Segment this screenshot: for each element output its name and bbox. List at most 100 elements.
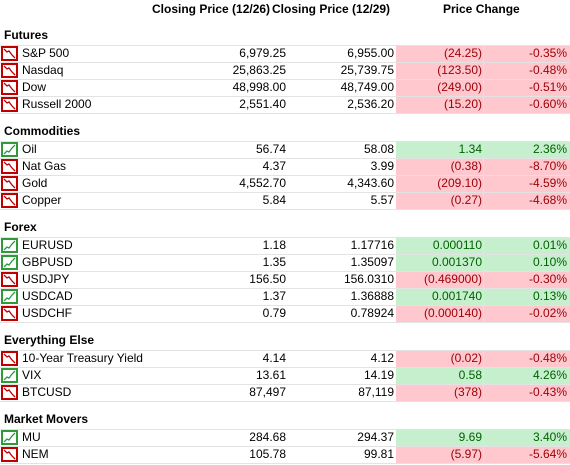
close2: 87,119 <box>358 385 394 399</box>
close1: 5.84 <box>262 193 286 207</box>
col-line <box>483 288 484 305</box>
col1-header: Closing Price (12/26) <box>152 2 271 16</box>
icon-graphic <box>1 176 18 191</box>
change: (24.25) <box>443 46 482 60</box>
col-line <box>483 429 484 446</box>
close1: 13.61 <box>255 368 286 382</box>
col2-header: Closing Price (12/29) <box>272 2 391 16</box>
col-line <box>483 350 484 367</box>
change: (0.469000) <box>423 272 482 286</box>
pct: -4.59% <box>528 176 567 190</box>
close2: 2,536.20 <box>347 97 394 111</box>
pct: -0.30% <box>528 272 567 286</box>
change: (0.27) <box>450 193 482 207</box>
close1: 2,551.40 <box>239 97 286 111</box>
close1: 156.50 <box>249 272 286 286</box>
close1: 48,998.00 <box>232 80 286 94</box>
pct: 0.01% <box>532 238 567 252</box>
close2: 5.57 <box>370 193 394 207</box>
change: 0.001740 <box>431 289 482 303</box>
pct: -0.51% <box>528 80 567 94</box>
name: VIX <box>22 368 42 382</box>
row-line <box>0 192 570 193</box>
name: USDCHF <box>22 306 72 320</box>
icon-graphic <box>1 255 18 270</box>
name: Oil <box>22 142 37 156</box>
close2: 0.78924 <box>350 306 394 320</box>
icon-graphic <box>1 238 18 253</box>
trend-icon <box>1 176 18 191</box>
icon-graphic <box>1 385 18 400</box>
row-line <box>0 305 570 306</box>
close2: 4.12 <box>370 351 394 365</box>
close1: 105.78 <box>249 447 286 461</box>
col-line <box>483 175 484 192</box>
change: 0.001370 <box>431 255 482 269</box>
pct: 0.13% <box>532 289 567 303</box>
row-line <box>0 350 570 351</box>
icon-graphic <box>1 272 18 287</box>
section-title: Everything Else <box>4 333 95 347</box>
trend-icon <box>1 306 18 321</box>
close1: 0.79 <box>262 306 286 320</box>
row-line <box>0 158 570 159</box>
row-line <box>0 322 570 323</box>
col-line <box>483 141 484 158</box>
close1: 4.14 <box>262 351 286 365</box>
icon-graphic <box>1 46 18 61</box>
trend-icon <box>1 385 18 400</box>
trend-icon <box>1 289 18 304</box>
row-line <box>0 45 570 46</box>
name: S&P 500 <box>22 46 70 60</box>
section-title: Market Movers <box>4 412 89 426</box>
name: USDJPY <box>22 272 70 286</box>
pct: -0.48% <box>528 63 567 77</box>
change: (15.20) <box>443 97 482 111</box>
trend-icon <box>1 63 18 78</box>
name: BTCUSD <box>22 385 72 399</box>
pct: -0.48% <box>528 351 567 365</box>
name: MU <box>22 430 41 444</box>
pct: 0.10% <box>532 255 567 269</box>
close2: 6,955.00 <box>347 46 394 60</box>
row-line <box>0 209 570 210</box>
section-title: Commodities <box>4 124 81 138</box>
name: Nasdaq <box>22 63 64 77</box>
change: (0.000140) <box>423 306 482 320</box>
pct: -5.64% <box>528 447 567 461</box>
change: 9.69 <box>458 430 482 444</box>
icon-graphic <box>1 351 18 366</box>
name: Russell 2000 <box>22 97 92 111</box>
change: (249.00) <box>437 80 482 94</box>
close2: 25,739.75 <box>340 63 394 77</box>
col-line <box>483 62 484 79</box>
row-line <box>0 237 570 238</box>
close1: 87,497 <box>249 385 286 399</box>
pct: -0.43% <box>528 385 567 399</box>
row-line <box>0 463 570 464</box>
trend-icon <box>1 97 18 112</box>
close1: 284.68 <box>249 430 286 444</box>
trend-icon <box>1 142 18 157</box>
col-line <box>483 305 484 322</box>
trend-icon <box>1 430 18 445</box>
close1: 4,552.70 <box>239 176 286 190</box>
change: (5.97) <box>450 447 482 461</box>
close2: 14.19 <box>363 368 394 382</box>
change: (0.38) <box>450 159 482 173</box>
row-line <box>0 113 570 114</box>
trend-icon <box>1 447 18 462</box>
row-line <box>0 429 570 430</box>
name: Copper <box>22 193 62 207</box>
name: NEM <box>22 447 49 461</box>
row-line <box>0 446 570 447</box>
pct: -4.68% <box>528 193 567 207</box>
pct: -0.02% <box>528 306 567 320</box>
pct: -0.35% <box>528 46 567 60</box>
icon-graphic <box>1 63 18 78</box>
col-line <box>483 367 484 384</box>
name: USDCAD <box>22 289 73 303</box>
col-line <box>483 45 484 62</box>
col-line <box>483 384 484 401</box>
icon-graphic <box>1 97 18 112</box>
